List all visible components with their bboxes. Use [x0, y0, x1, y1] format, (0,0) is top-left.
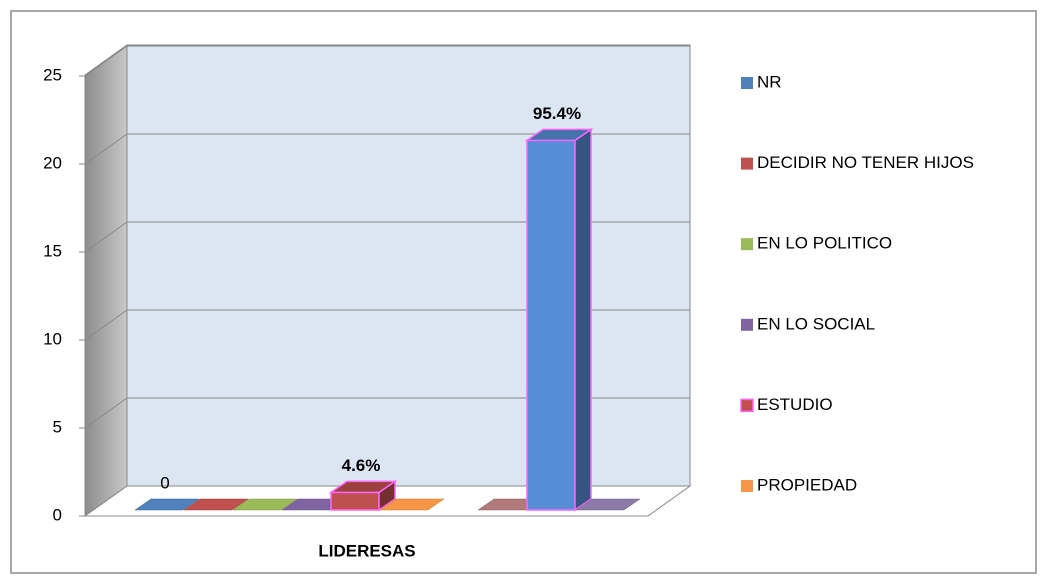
legend-swatch — [741, 318, 753, 331]
bar — [575, 498, 641, 511]
bar-front — [526, 139, 576, 511]
y-tick-label: 25 — [43, 65, 62, 84]
bar-top — [524, 128, 594, 142]
legend-swatch — [740, 398, 754, 413]
bar — [183, 498, 249, 511]
grid-line — [84, 221, 128, 253]
legend-label: DECIDIR NO TENER HIJOS — [757, 153, 974, 172]
grid-line — [84, 397, 128, 429]
y-tick-label: 20 — [43, 153, 62, 172]
legend-label: EN LO SOCIAL — [757, 314, 875, 333]
grid-line — [84, 45, 128, 77]
y-tick-label: 5 — [53, 417, 62, 436]
bar-top — [134, 498, 200, 511]
legend-swatch — [741, 77, 753, 89]
bar — [134, 498, 200, 511]
bar-top — [575, 498, 641, 511]
grid-line — [84, 309, 128, 341]
legend-label: PROPIEDAD — [757, 475, 857, 494]
bar-top — [328, 480, 398, 494]
y-tick-label: 0 — [53, 505, 62, 524]
side-wall — [84, 44, 128, 517]
bar — [328, 479, 398, 512]
y-tick-label: 10 — [43, 329, 62, 348]
y-tick-label: 15 — [43, 241, 62, 260]
bar-top — [232, 498, 298, 511]
legend-swatch — [741, 238, 753, 251]
legend-swatch — [741, 480, 753, 492]
bar-top — [183, 498, 249, 511]
bar-side — [574, 127, 592, 512]
data-label: 4.6% — [342, 456, 381, 475]
legend-label: EN LO POLITICO — [757, 234, 892, 253]
grid-line — [84, 133, 128, 165]
legend-label: ESTUDIO — [757, 395, 833, 414]
legend-label: NR — [757, 72, 782, 91]
back-wall — [126, 44, 691, 487]
bar-front — [330, 491, 380, 511]
bar — [379, 498, 445, 511]
data-label: 0 — [160, 473, 169, 492]
bar — [232, 498, 298, 511]
data-label: 95.4% — [533, 104, 581, 123]
bar-top — [379, 498, 445, 511]
legend-swatch — [741, 157, 753, 170]
bar — [524, 127, 594, 512]
x-axis-label: LIDERESAS — [318, 541, 415, 560]
